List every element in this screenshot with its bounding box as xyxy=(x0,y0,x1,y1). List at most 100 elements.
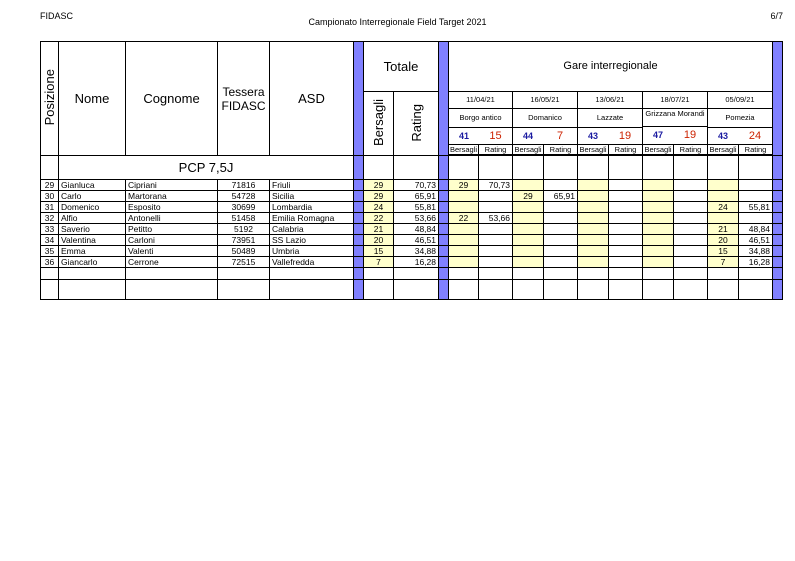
row-nome: Domenico xyxy=(58,201,126,213)
row-gara-bersagli xyxy=(448,190,479,202)
row-total-bersagli: 24 xyxy=(363,201,394,213)
row-position: 35 xyxy=(40,245,59,257)
row-gara-rating: 34,88 xyxy=(738,245,773,257)
empty-cell xyxy=(543,279,578,300)
row-gara-rating xyxy=(543,212,578,224)
gara-targets: 43 xyxy=(717,131,728,141)
separator-cell xyxy=(438,201,449,213)
empty-cell xyxy=(125,267,218,280)
separator-cell xyxy=(438,179,449,191)
empty-row xyxy=(40,279,783,300)
row-position: 32 xyxy=(40,212,59,224)
page-title: Campionato Interregionale Field Target 2… xyxy=(308,17,487,27)
row-gara-bersagli: 21 xyxy=(707,223,739,235)
page-number: 6/7 xyxy=(770,11,783,21)
separator-cell xyxy=(438,234,449,246)
gara-5-sub-rating: Rating xyxy=(738,144,773,155)
row-gara-bersagli xyxy=(512,245,544,257)
org-label: FIDASC xyxy=(40,11,74,21)
row-position: 31 xyxy=(40,201,59,213)
row-total-rating: 65,91 xyxy=(393,190,439,202)
gara-score: 7 xyxy=(556,130,564,142)
separator-left xyxy=(353,41,364,156)
row-tessera: 30699 xyxy=(217,201,270,213)
separator-cell xyxy=(438,155,449,180)
separator-cell xyxy=(353,155,364,180)
row-gara-bersagli: 22 xyxy=(448,212,479,224)
row-nome: Emma xyxy=(58,245,126,257)
empty-cell xyxy=(707,279,739,300)
table-row: 30 Carlo Martorana 54728 Sicilia 29 65,91 29 65,… xyxy=(40,190,783,202)
row-gara-rating xyxy=(543,223,578,235)
separator-cell xyxy=(353,245,364,257)
row-cognome: Valenti xyxy=(125,245,218,257)
row-gara-bersagli: 24 xyxy=(707,201,739,213)
row-gara-bersagli xyxy=(577,190,609,202)
gare-header: Gare interregionale xyxy=(448,41,773,92)
gara-place: Lazzate xyxy=(578,109,642,128)
row-tessera: 5192 xyxy=(217,223,270,235)
bersagli-label: Bersagli xyxy=(371,99,386,146)
separator-cell xyxy=(772,279,783,300)
separator-cell xyxy=(772,201,783,213)
row-gara-rating: 70,73 xyxy=(478,179,513,191)
table-row: 29 Gianluca Cipriani 71816 Friuli 29 70,73 29 70… xyxy=(40,179,783,191)
empty-cell xyxy=(478,155,513,180)
row-gara-rating xyxy=(608,179,643,191)
row-cognome: Martorana xyxy=(125,190,218,202)
row-gara-bersagli: 29 xyxy=(512,190,544,202)
row-total-bersagli: 15 xyxy=(363,245,394,257)
empty-cell xyxy=(269,279,354,300)
table-row: 35 Emma Valenti 50489 Umbria 15 34,88 15 34,88 xyxy=(40,245,783,257)
separator-cell xyxy=(438,245,449,257)
row-nome: Alfio xyxy=(58,212,126,224)
row-gara-rating xyxy=(478,234,513,246)
row-total-rating: 16,28 xyxy=(393,256,439,268)
row-gara-rating xyxy=(608,190,643,202)
totale-bersagli-header: Bersagli xyxy=(363,91,394,156)
row-gara-rating: 65,91 xyxy=(543,190,578,202)
empty-cell xyxy=(577,279,609,300)
gara-place: Grizzana Morandi xyxy=(643,109,707,127)
row-cognome: Cerrone xyxy=(125,256,218,268)
row-gara-rating xyxy=(673,223,708,235)
separator-cell xyxy=(772,245,783,257)
col-cognome: Cognome xyxy=(125,41,218,156)
empty-cell xyxy=(512,279,544,300)
row-position: 33 xyxy=(40,223,59,235)
row-gara-rating: 16,28 xyxy=(738,256,773,268)
row-asd: Lombardia xyxy=(269,201,354,213)
empty-cell xyxy=(577,155,609,180)
separator-cell xyxy=(438,223,449,235)
gara-score: 19 xyxy=(683,129,697,141)
empty-cell xyxy=(393,267,439,280)
row-gara-bersagli xyxy=(707,179,739,191)
row-total-bersagli: 21 xyxy=(363,223,394,235)
empty-cell xyxy=(707,155,739,180)
gara-1-sub-rating: Rating xyxy=(478,144,513,155)
row-gara-bersagli xyxy=(642,256,674,268)
empty-cell xyxy=(738,155,773,180)
empty-cell xyxy=(512,267,544,280)
separator-cell xyxy=(353,279,364,300)
row-total-bersagli: 22 xyxy=(363,212,394,224)
row-nome: Valentina xyxy=(58,234,126,246)
separator-cell xyxy=(438,279,449,300)
empty-cell xyxy=(58,267,126,280)
row-gara-bersagli: 7 xyxy=(707,256,739,268)
row-gara-bersagli xyxy=(448,201,479,213)
table-row: 34 Valentina Carloni 73951 SS Lazio 20 46,51 20… xyxy=(40,234,783,246)
row-gara-rating xyxy=(478,201,513,213)
row-gara-rating xyxy=(673,179,708,191)
row-position: 29 xyxy=(40,179,59,191)
gara-date: 05/09/21 xyxy=(708,93,772,109)
gara-2-sub-bersagli: Bersagli xyxy=(512,144,544,155)
empty-cell xyxy=(608,155,643,180)
separator-right xyxy=(772,41,783,156)
row-gara-rating: 55,81 xyxy=(738,201,773,213)
table-row: 36 Giancarlo Cerrone 72515 Vallefredda 7 16,28… xyxy=(40,256,783,268)
empty-cell xyxy=(363,267,394,280)
empty-cell xyxy=(363,155,394,180)
gara-5-sub-bersagli: Bersagli xyxy=(707,144,739,155)
row-gara-rating xyxy=(738,212,773,224)
